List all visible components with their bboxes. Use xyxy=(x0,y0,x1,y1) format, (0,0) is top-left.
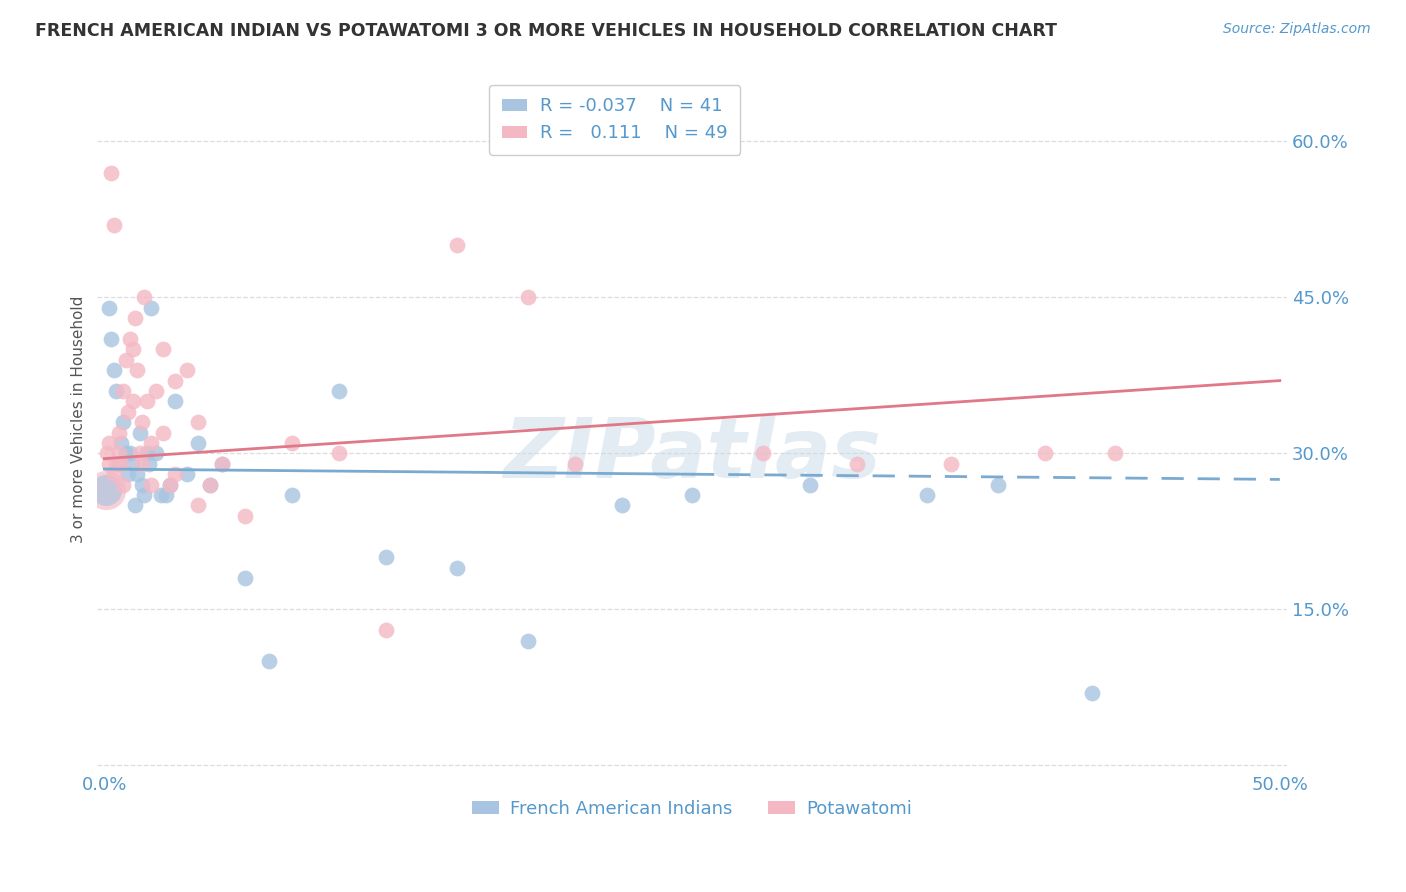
Point xyxy=(110,436,132,450)
Point xyxy=(516,633,538,648)
Point xyxy=(100,165,122,179)
Point xyxy=(915,488,938,502)
Point xyxy=(152,343,174,357)
Point xyxy=(112,477,135,491)
Point xyxy=(103,467,125,482)
Point xyxy=(375,624,398,638)
Point xyxy=(446,238,468,252)
Point xyxy=(112,415,135,429)
Point xyxy=(117,467,139,482)
Point xyxy=(152,425,174,440)
Point xyxy=(1080,686,1102,700)
Legend: French American Indians, Potawatomi: French American Indians, Potawatomi xyxy=(465,792,920,825)
Point xyxy=(134,488,156,502)
Point xyxy=(128,425,150,440)
Point xyxy=(198,477,221,491)
Point xyxy=(120,332,142,346)
Point xyxy=(96,446,118,460)
Point xyxy=(110,457,132,471)
Point xyxy=(176,467,198,482)
Point xyxy=(159,477,181,491)
Point xyxy=(145,446,167,460)
Text: ZIPatlas: ZIPatlas xyxy=(503,414,882,495)
Point xyxy=(163,394,186,409)
Point xyxy=(211,457,233,471)
Point xyxy=(112,384,135,398)
Point xyxy=(121,343,143,357)
Point xyxy=(98,301,121,315)
Point xyxy=(114,352,136,367)
Text: Source: ZipAtlas.com: Source: ZipAtlas.com xyxy=(1223,22,1371,37)
Point xyxy=(328,446,350,460)
Point xyxy=(187,436,209,450)
Point xyxy=(103,218,125,232)
Point xyxy=(117,405,139,419)
Point xyxy=(94,483,117,497)
Point xyxy=(1104,446,1126,460)
Point xyxy=(94,483,117,497)
Text: FRENCH AMERICAN INDIAN VS POTAWATOMI 3 OR MORE VEHICLES IN HOUSEHOLD CORRELATION: FRENCH AMERICAN INDIAN VS POTAWATOMI 3 O… xyxy=(35,22,1057,40)
Point xyxy=(107,457,129,471)
Point xyxy=(328,384,350,398)
Point xyxy=(98,436,121,450)
Point xyxy=(127,467,149,482)
Point xyxy=(516,290,538,304)
Point xyxy=(124,499,146,513)
Point xyxy=(138,457,160,471)
Point xyxy=(610,499,633,513)
Point xyxy=(131,477,153,491)
Point xyxy=(564,457,586,471)
Point xyxy=(987,477,1010,491)
Point xyxy=(198,477,221,491)
Point xyxy=(134,290,156,304)
Point xyxy=(149,488,172,502)
Point xyxy=(107,446,129,460)
Point xyxy=(446,561,468,575)
Point xyxy=(145,384,167,398)
Point xyxy=(1033,446,1056,460)
Point xyxy=(751,446,773,460)
Point xyxy=(211,457,233,471)
Point xyxy=(103,363,125,377)
Point xyxy=(799,477,821,491)
Point xyxy=(100,332,122,346)
Point xyxy=(281,436,304,450)
Point xyxy=(375,550,398,565)
Point xyxy=(939,457,962,471)
Point xyxy=(235,508,257,523)
Point xyxy=(105,457,128,471)
Point xyxy=(281,488,304,502)
Point xyxy=(257,655,280,669)
Point xyxy=(681,488,703,502)
Point xyxy=(163,374,186,388)
Point xyxy=(235,571,257,585)
Point xyxy=(107,425,129,440)
Point xyxy=(135,446,157,460)
Point xyxy=(159,477,181,491)
Point xyxy=(120,446,142,460)
Point xyxy=(187,415,209,429)
Point xyxy=(141,477,163,491)
Point xyxy=(155,488,177,502)
Point xyxy=(176,363,198,377)
Point xyxy=(141,436,163,450)
Point xyxy=(127,363,149,377)
Point xyxy=(128,446,150,460)
Point xyxy=(163,467,186,482)
Point xyxy=(135,394,157,409)
Point xyxy=(121,394,143,409)
Point xyxy=(124,311,146,326)
Point xyxy=(187,499,209,513)
Point xyxy=(131,457,153,471)
Point xyxy=(98,457,121,471)
Point xyxy=(121,457,143,471)
Point xyxy=(131,415,153,429)
Point xyxy=(845,457,868,471)
Point xyxy=(105,384,128,398)
Point xyxy=(141,301,163,315)
Point xyxy=(114,446,136,460)
Y-axis label: 3 or more Vehicles in Household: 3 or more Vehicles in Household xyxy=(72,296,86,543)
